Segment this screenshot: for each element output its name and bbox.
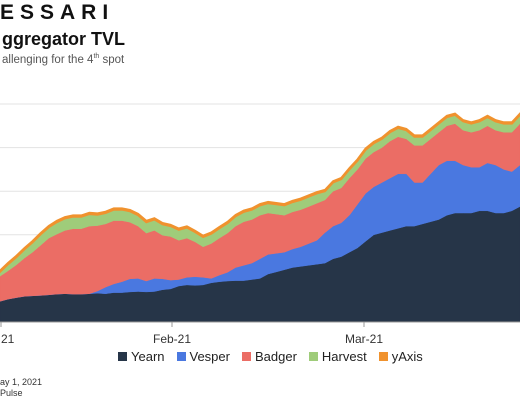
legend-swatch [176, 352, 186, 361]
legend-item-harvest[interactable]: Harvest [308, 349, 367, 364]
legend-label: Badger [254, 349, 297, 364]
legend-swatch [118, 352, 127, 361]
subtitle-superscript: th [93, 53, 100, 60]
legend-item-yaxis[interactable]: yAxis [378, 349, 423, 364]
legend-label: Harvest [321, 349, 367, 364]
brand-logo: ESSARI [0, 1, 115, 24]
legend-label: Yearn [131, 349, 165, 364]
chart-title: ggregator TVL [2, 29, 126, 49]
series-areas [0, 112, 520, 323]
legend-label: yAxis [391, 349, 423, 364]
legend-swatch [308, 352, 318, 361]
x-tick-label: Feb-21 [153, 332, 191, 346]
subtitle-text-end: spot [99, 53, 125, 66]
chart-subtitle: allenging for the 4th spot [2, 53, 124, 66]
subtitle-text: allenging for the 4 [2, 53, 94, 66]
legend-label: Vesper [189, 349, 230, 364]
legend-item-vesper[interactable]: Vesper [176, 349, 230, 364]
x-axis-ticks: 21 Feb-21 Mar-21 [0, 321, 520, 346]
legend-swatch [378, 352, 388, 361]
footer-source: Pulse [0, 388, 23, 398]
legend-swatch [241, 352, 251, 361]
legend: Yearn Vesper Badger Harvest yAxis [118, 349, 423, 364]
footer-date: ay 1, 2021 [0, 377, 43, 387]
x-tick-label: Mar-21 [345, 332, 383, 346]
legend-item-badger[interactable]: Badger [241, 349, 297, 364]
legend-item-yearn[interactable]: Yearn [118, 349, 165, 364]
x-tick-label: 21 [1, 332, 15, 346]
area-yaxis [0, 112, 520, 274]
